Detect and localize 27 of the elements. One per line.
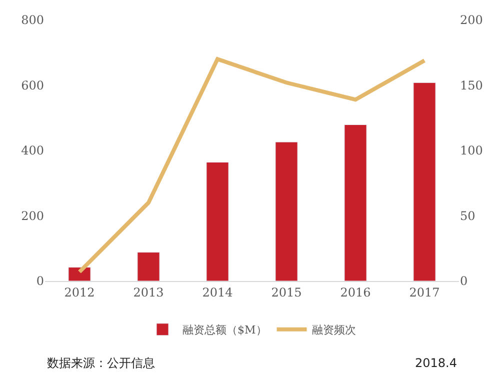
x-tick-label: 2017 (409, 285, 440, 300)
source-note: 数据来源：公开信息 (47, 356, 155, 370)
x-tick-label: 2013 (133, 285, 164, 300)
bar (413, 82, 436, 281)
legend-label: 融资总额（$M） (182, 324, 267, 337)
legend-label: 融资频次 (312, 324, 356, 337)
x-tick-label: 2012 (64, 285, 95, 300)
y-tick-label: 0 (36, 274, 44, 288)
bar (68, 267, 91, 281)
y-tick-label: 400 (21, 144, 44, 158)
y-tick-label: 600 (21, 78, 44, 92)
y2-tick-label: 100 (460, 144, 483, 158)
bar (344, 124, 367, 281)
line-series (78, 57, 426, 274)
y2-tick-label: 0 (460, 274, 468, 288)
y-tick-label: 200 (21, 208, 44, 223)
bar (275, 142, 298, 281)
x-tick-label: 2016 (340, 285, 371, 300)
x-tick-label: 2014 (202, 285, 234, 300)
x-tick-label: 2015 (271, 285, 302, 300)
y-tick-label: 800 (21, 13, 44, 28)
bar (137, 252, 160, 281)
y2-tick-label: 150 (460, 78, 483, 92)
y2-tick-label: 200 (460, 13, 483, 28)
y2-tick-label: 50 (460, 208, 476, 223)
bar (206, 162, 229, 281)
text: 2018.4 (415, 356, 457, 370)
